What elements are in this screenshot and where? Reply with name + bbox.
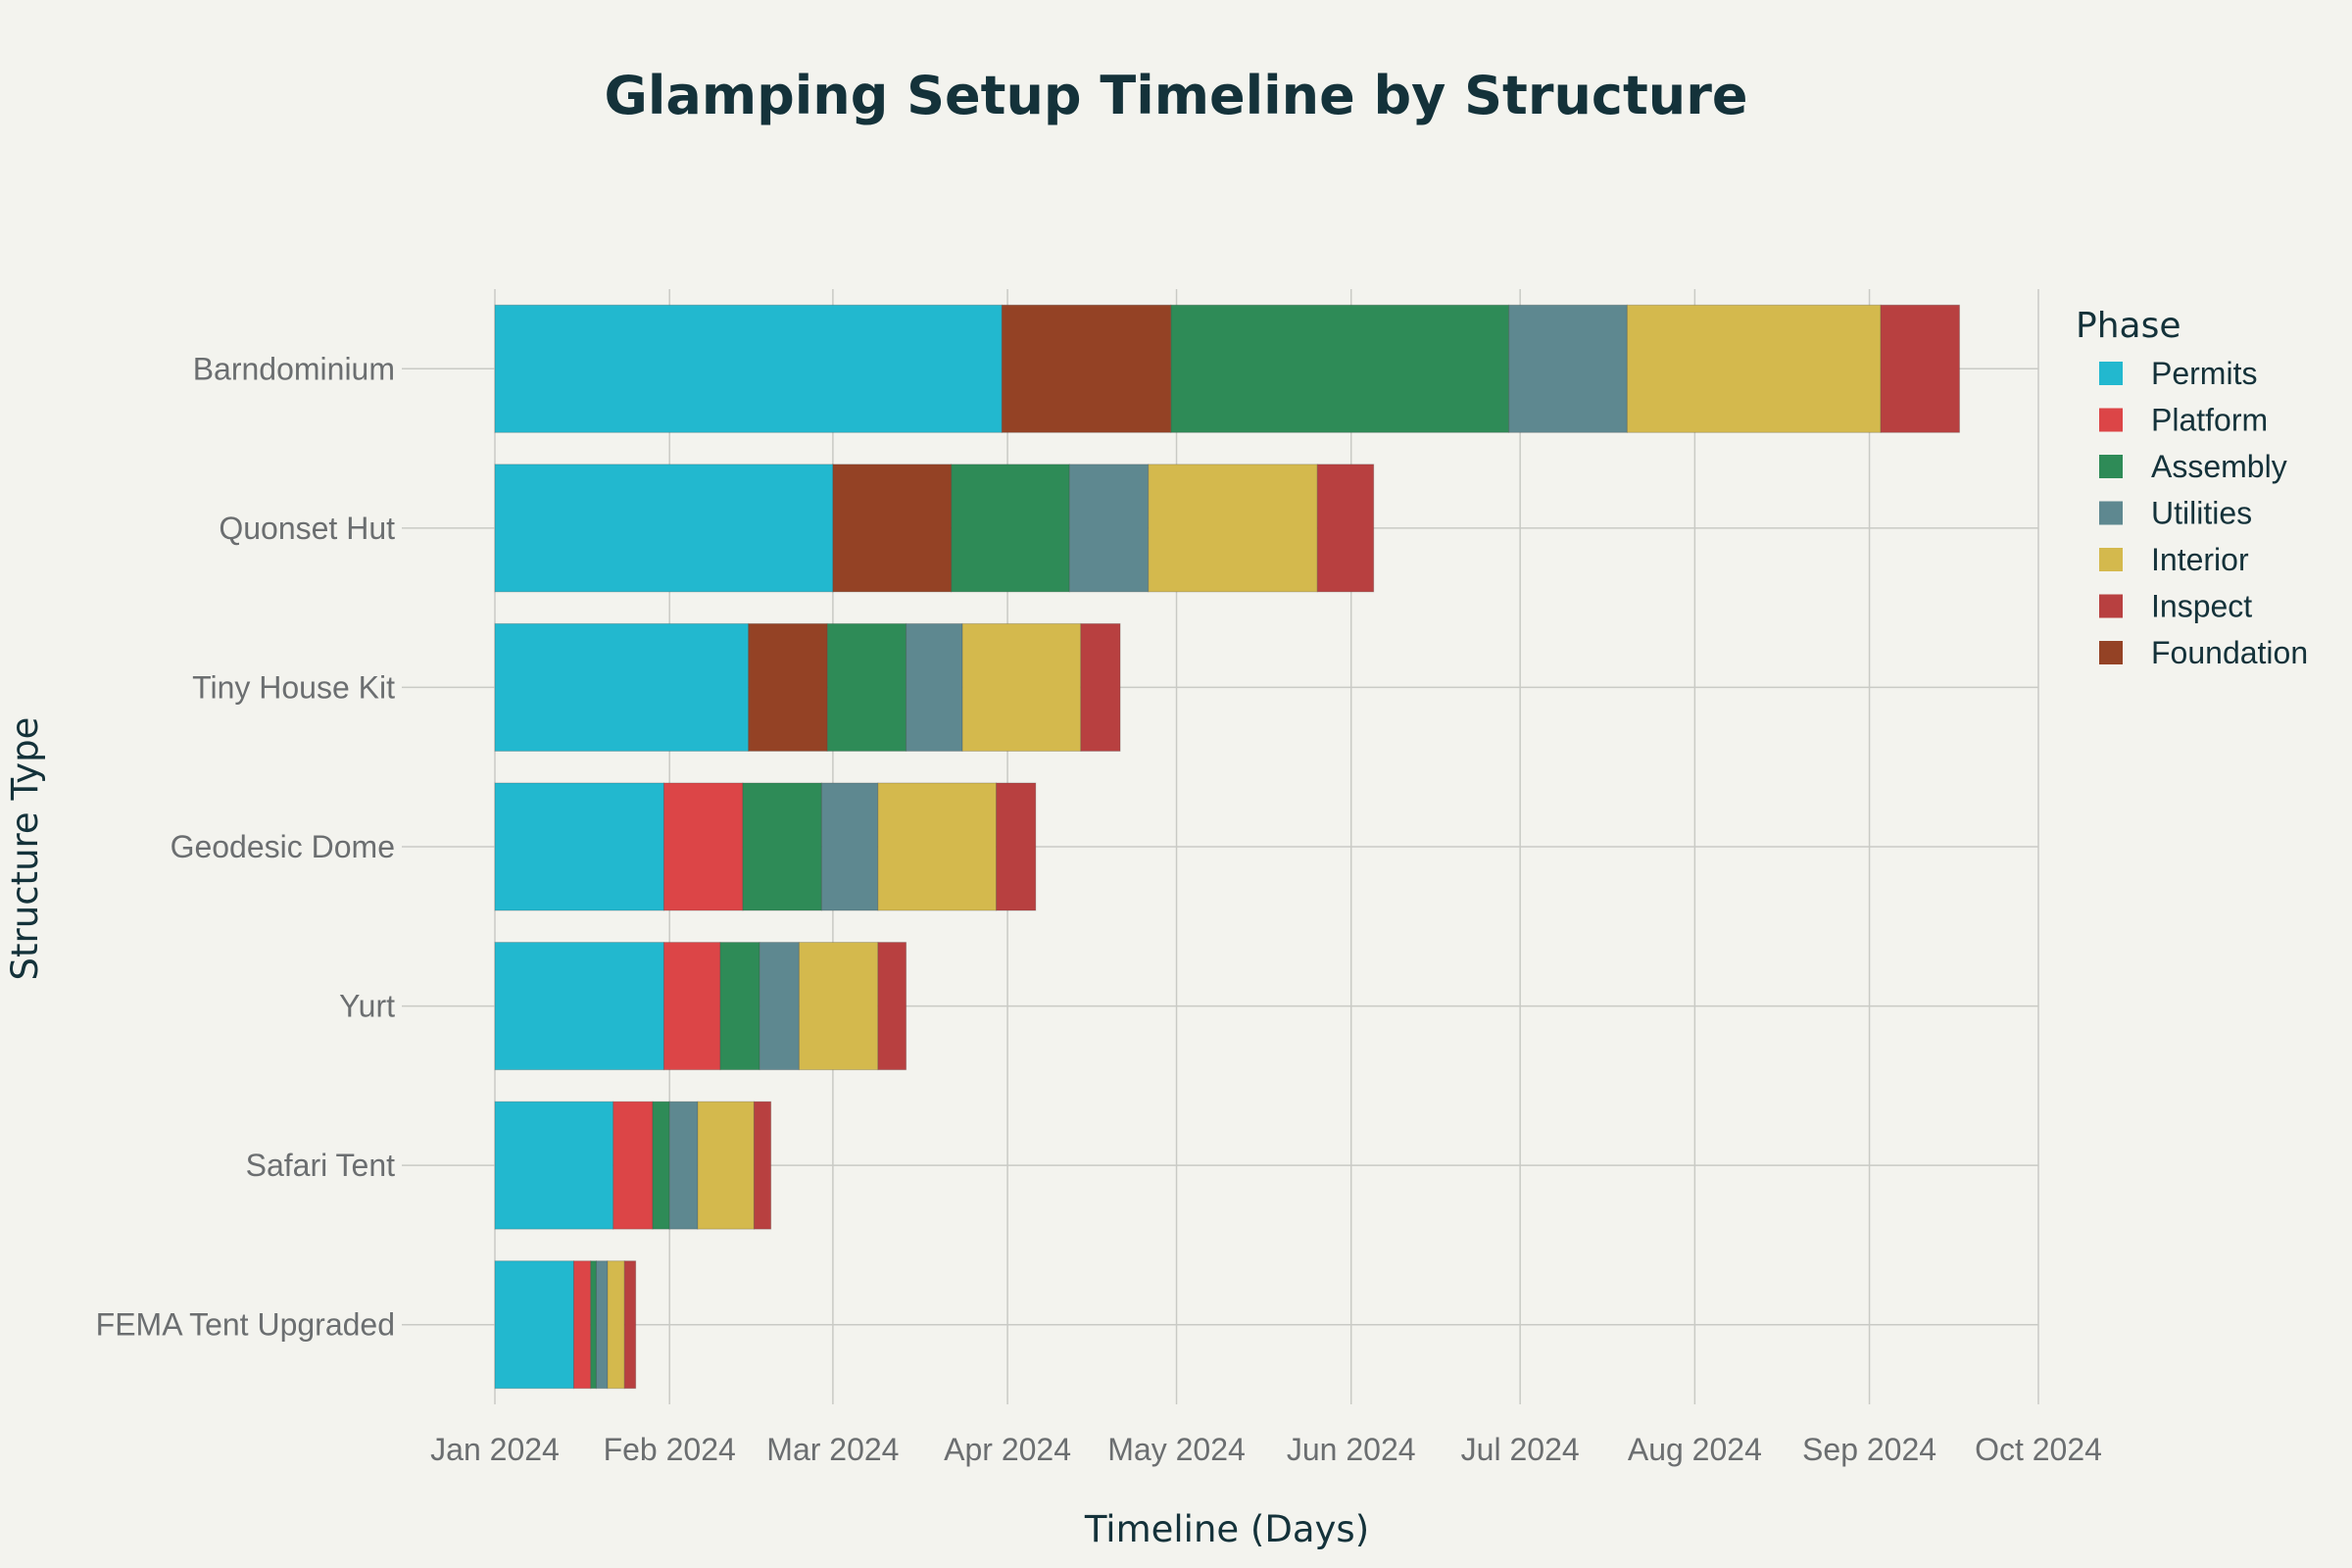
bar-assembly-geodesic-dome[interactable] [742,782,822,911]
y-tick-label: Tiny House Kit [192,669,395,705]
bar-assembly-tiny-house-kit[interactable] [826,622,907,752]
x-tick-label: Mar 2024 [766,1432,899,1467]
bar-assembly-fema-tent-upgraded[interactable] [590,1260,597,1390]
y-axis-title: Structure Type [4,717,46,981]
legend-title: Phase [2076,306,2181,346]
bar-assembly-safari-tent[interactable] [652,1101,670,1230]
legend-label-foundation[interactable]: Foundation [2151,635,2308,670]
legend-swatch-assembly[interactable] [2099,455,2123,478]
bar-interior-geodesic-dome[interactable] [877,782,998,911]
x-axis-title: Timeline (Days) [1084,1508,1369,1550]
x-tick-label: May 2024 [1107,1432,1246,1467]
x-tick-label: Jun 2024 [1287,1432,1416,1467]
bar-inspect-yurt[interactable] [877,942,907,1071]
x-tick-label: Feb 2024 [604,1432,736,1467]
bar-utilities-tiny-house-kit[interactable] [906,622,963,752]
bar-inspect-safari-tent[interactable] [753,1101,772,1230]
bar-permits-safari-tent[interactable] [494,1101,614,1230]
x-tick-label: Aug 2024 [1628,1432,1762,1467]
bar-interior-barndominium[interactable] [1626,304,1882,433]
x-tick-label: Jan 2024 [430,1432,560,1467]
bar-platform-safari-tent[interactable] [612,1101,654,1230]
bar-platform-fema-tent-upgraded[interactable] [572,1260,592,1390]
bar-utilities-yurt[interactable] [759,942,800,1071]
x-tick-label: Jul 2024 [1461,1432,1580,1467]
bar-foundation-tiny-house-kit[interactable] [748,622,828,752]
legend: Phase Permits Platform Assembly Utilities In… [2076,306,2308,670]
bar-assembly-quonset-hut[interactable] [951,464,1070,593]
legend-swatch-interior[interactable] [2099,548,2123,571]
bar-interior-quonset-hut[interactable] [1148,464,1318,593]
bar-utilities-safari-tent[interactable] [668,1101,699,1230]
bar-inspect-geodesic-dome[interactable] [996,782,1037,911]
bar-assembly-barndominium[interactable] [1170,304,1510,433]
bar-permits-fema-tent-upgraded[interactable] [494,1260,574,1390]
bar-utilities-barndominium[interactable] [1508,304,1628,433]
x-tick-label: Sep 2024 [1802,1432,1936,1467]
legend-label-assembly[interactable]: Assembly [2151,449,2287,484]
y-tick-label: Yurt [339,989,395,1024]
bar-utilities-geodesic-dome[interactable] [820,782,879,911]
legend-label-utilities[interactable]: Utilities [2151,496,2252,531]
bar-interior-tiny-house-kit[interactable] [961,622,1082,752]
bar-foundation-barndominium[interactable] [1001,304,1172,433]
legend-label-platform[interactable]: Platform [2151,403,2268,438]
legend-label-interior[interactable]: Interior [2151,542,2249,577]
legend-label-inspect[interactable]: Inspect [2151,589,2252,624]
legend-swatch-platform[interactable] [2099,408,2123,432]
bar-inspect-fema-tent-upgraded[interactable] [623,1260,637,1390]
x-tick-label: Apr 2024 [944,1432,1071,1467]
legend-swatch-permits[interactable] [2099,362,2123,385]
bar-utilities-quonset-hut[interactable] [1068,464,1150,593]
bar-permits-geodesic-dome[interactable] [494,782,664,911]
bar-platform-yurt[interactable] [662,942,721,1071]
bar-interior-yurt[interactable] [798,942,879,1071]
bar-assembly-yurt[interactable] [719,942,760,1071]
bar-inspect-tiny-house-kit[interactable] [1080,622,1121,752]
bar-interior-fema-tent-upgraded[interactable] [607,1260,625,1390]
legend-swatch-foundation[interactable] [2099,641,2123,664]
y-tick-label: Safari Tent [246,1148,396,1183]
legend-swatch-inspect[interactable] [2099,594,2123,618]
bar-permits-yurt[interactable] [494,942,664,1071]
bar-permits-quonset-hut[interactable] [494,464,834,593]
chart-title: Glamping Setup Timeline by Structure [605,65,1748,126]
bar-inspect-quonset-hut[interactable] [1316,464,1375,593]
y-tick-label: Barndominium [193,351,395,386]
y-tick-label: Quonset Hut [219,511,395,546]
bar-interior-safari-tent[interactable] [697,1101,755,1230]
y-tick-label: Geodesic Dome [171,829,395,864]
y-axis-ticks: Barndominium Quonset Hut Tiny House Kit Geo… [96,351,395,1342]
bar-permits-tiny-house-kit[interactable] [494,622,750,752]
bar-foundation-quonset-hut[interactable] [832,464,953,593]
x-tick-label: Oct 2024 [1975,1432,2102,1467]
x-axis-ticks: Jan 2024 Feb 2024 Mar 2024 Apr 2024 May 2024… [430,1432,2102,1467]
bar-inspect-barndominium[interactable] [1880,304,1961,433]
bar-permits-barndominium[interactable] [494,304,1003,433]
bar-platform-geodesic-dome[interactable] [662,782,744,911]
bars [494,304,1961,1390]
y-tick-label: FEMA Tent Upgraded [96,1307,395,1343]
legend-swatch-utilities[interactable] [2099,501,2123,525]
legend-label-permits[interactable]: Permits [2151,356,2257,391]
bar-utilities-fema-tent-upgraded[interactable] [595,1260,609,1390]
